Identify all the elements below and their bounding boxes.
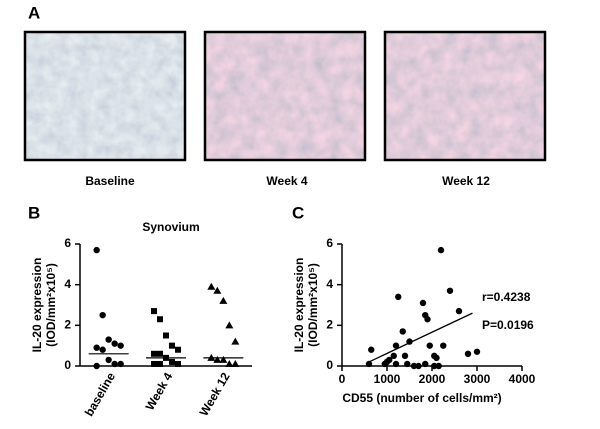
x-tick-label: Week 4 xyxy=(143,370,176,413)
point xyxy=(231,337,240,345)
y-tick-label: 2 xyxy=(326,318,333,332)
point xyxy=(207,282,216,290)
image-caption: Baseline xyxy=(85,174,135,188)
point xyxy=(455,307,463,315)
panel-label: A xyxy=(28,3,40,22)
point xyxy=(175,346,181,353)
y-tick-label: 4 xyxy=(326,277,333,291)
y-axis-label: (IOD/mm²x10⁵) xyxy=(306,263,320,347)
y-tick-label: 0 xyxy=(326,358,333,372)
point xyxy=(231,359,240,367)
y-tick-label: 2 xyxy=(64,318,71,332)
point xyxy=(386,356,393,364)
point xyxy=(175,360,181,367)
point xyxy=(111,360,118,368)
annotation: P=0.0196 xyxy=(482,318,534,332)
point xyxy=(157,316,163,323)
point xyxy=(446,287,454,294)
point xyxy=(464,350,472,357)
point xyxy=(440,342,447,349)
y-tick-label: 4 xyxy=(64,277,71,291)
point xyxy=(105,356,112,364)
point xyxy=(151,360,157,367)
point xyxy=(437,246,445,254)
image-caption: Week 4 xyxy=(266,174,307,188)
x-tick-label: 2000 xyxy=(419,372,446,386)
x-tick-label: 4000 xyxy=(509,372,536,386)
point xyxy=(368,346,375,353)
point xyxy=(93,344,100,351)
point xyxy=(163,332,169,339)
point xyxy=(401,352,409,360)
fit-line xyxy=(368,312,473,363)
point xyxy=(473,348,481,355)
point xyxy=(410,362,418,370)
point xyxy=(117,342,124,349)
point xyxy=(399,328,406,335)
point xyxy=(225,359,234,367)
annotation: r=0.4238 xyxy=(482,290,531,304)
x-tick-label: Week 12 xyxy=(197,370,233,419)
x-tick-label: 3000 xyxy=(464,372,491,386)
point xyxy=(213,355,222,363)
x-tick-label: 0 xyxy=(339,372,346,386)
x-tick-label: 1000 xyxy=(374,372,401,386)
point xyxy=(422,360,429,368)
point xyxy=(219,355,228,363)
point xyxy=(157,350,163,357)
panel-label: C xyxy=(292,203,304,222)
point xyxy=(213,286,222,294)
point xyxy=(151,308,157,315)
point xyxy=(426,342,433,349)
point xyxy=(365,360,373,368)
y-axis-label: (IOD/mm²x10⁵) xyxy=(44,263,58,347)
point xyxy=(395,293,402,301)
y-tick-label: 6 xyxy=(64,236,71,250)
image-caption: Week 12 xyxy=(442,174,490,188)
micrograph xyxy=(23,30,187,162)
x-axis-label: CD55 (number of cells/mm²) xyxy=(342,391,501,405)
point xyxy=(157,360,163,367)
y-axis-label: IL-20 expression xyxy=(30,258,44,353)
y-tick-label: 0 xyxy=(64,358,71,372)
point xyxy=(390,352,397,360)
point xyxy=(93,246,100,254)
point xyxy=(111,340,118,347)
point xyxy=(93,362,100,370)
point xyxy=(105,336,112,343)
point xyxy=(404,360,411,368)
x-tick-label: baseline xyxy=(82,370,118,419)
point xyxy=(151,350,157,357)
panel-label: B xyxy=(28,203,40,222)
point xyxy=(169,342,175,349)
point xyxy=(415,362,422,370)
point xyxy=(99,311,106,319)
y-axis-label: IL-20 expression xyxy=(292,258,306,353)
point xyxy=(424,316,431,323)
micrograph xyxy=(383,30,547,162)
micrograph xyxy=(203,30,367,162)
point xyxy=(435,362,442,370)
y-tick-label: 6 xyxy=(326,236,333,250)
point xyxy=(433,354,440,362)
point xyxy=(392,360,400,368)
point xyxy=(392,342,400,349)
point xyxy=(117,360,124,368)
point xyxy=(419,299,427,307)
point xyxy=(99,346,106,353)
point xyxy=(219,296,228,304)
point xyxy=(225,321,234,329)
point xyxy=(431,362,438,370)
point xyxy=(169,358,175,365)
chart-title: Synovium xyxy=(142,220,199,234)
